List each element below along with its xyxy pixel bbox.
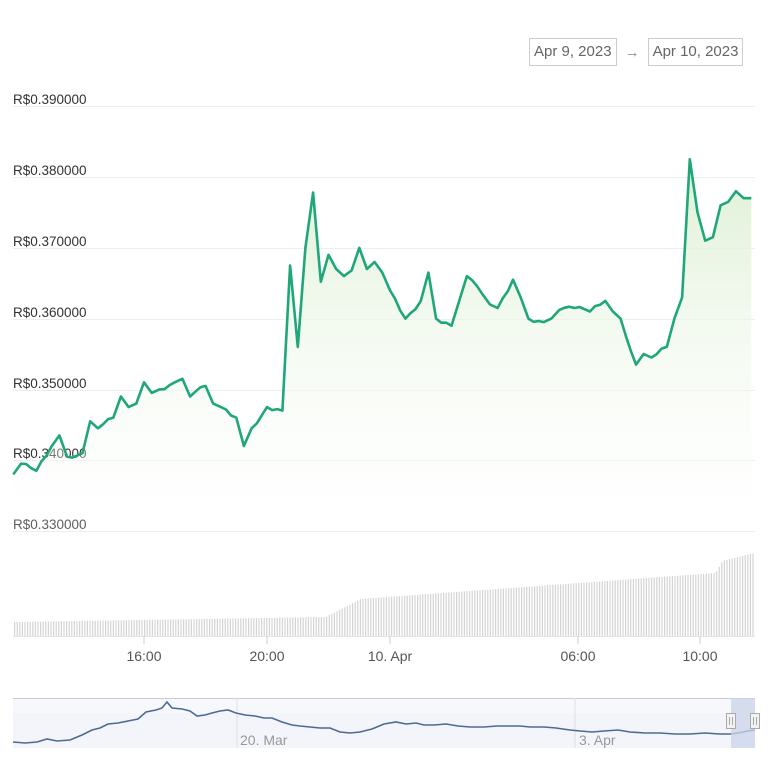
y-tick-label: R$0.380000 (13, 163, 87, 178)
x-tick-label: 16:00 (126, 648, 161, 664)
y-tick-label: R$0.370000 (13, 234, 87, 249)
navigator-right-handle[interactable] (750, 713, 760, 729)
y-tick-label: R$0.390000 (13, 92, 87, 107)
navigator-left-handle[interactable] (726, 713, 736, 729)
x-tick-label: 20:00 (249, 648, 284, 664)
x-axis-ticks (143, 636, 701, 644)
x-axis-labels: 16:00 20:00 10. Apr 06:00 10:00 (126, 648, 717, 664)
navigator-label: 20. Mar (240, 732, 288, 748)
volume-bars (14, 553, 754, 636)
date-range-selector: Apr 9, 2023 → Apr 10, 2023 (529, 38, 744, 66)
y-tick-label: R$0.360000 (13, 305, 87, 320)
x-tick-label: 10:00 (682, 648, 717, 664)
y-tick-label: R$0.350000 (13, 376, 87, 391)
price-line (12, 158, 752, 476)
date-from-input[interactable]: Apr 9, 2023 (529, 38, 617, 66)
date-to-input[interactable]: Apr 10, 2023 (647, 38, 744, 66)
navigator-line (12, 700, 756, 744)
arrow-right-icon: → (624, 43, 640, 61)
navigator[interactable]: 20. Mar 3. Apr (12, 698, 760, 748)
navigator-area (13, 713, 755, 748)
price-area (13, 159, 752, 532)
navigator-label: 3. Apr (579, 732, 616, 748)
x-tick-label: 06:00 (560, 648, 595, 664)
x-tick-label: 10. Apr (368, 648, 413, 664)
